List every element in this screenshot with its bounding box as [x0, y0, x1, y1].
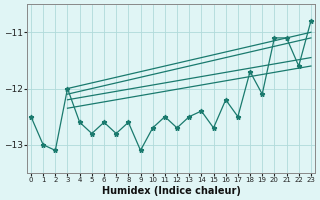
X-axis label: Humidex (Indice chaleur): Humidex (Indice chaleur): [101, 186, 240, 196]
